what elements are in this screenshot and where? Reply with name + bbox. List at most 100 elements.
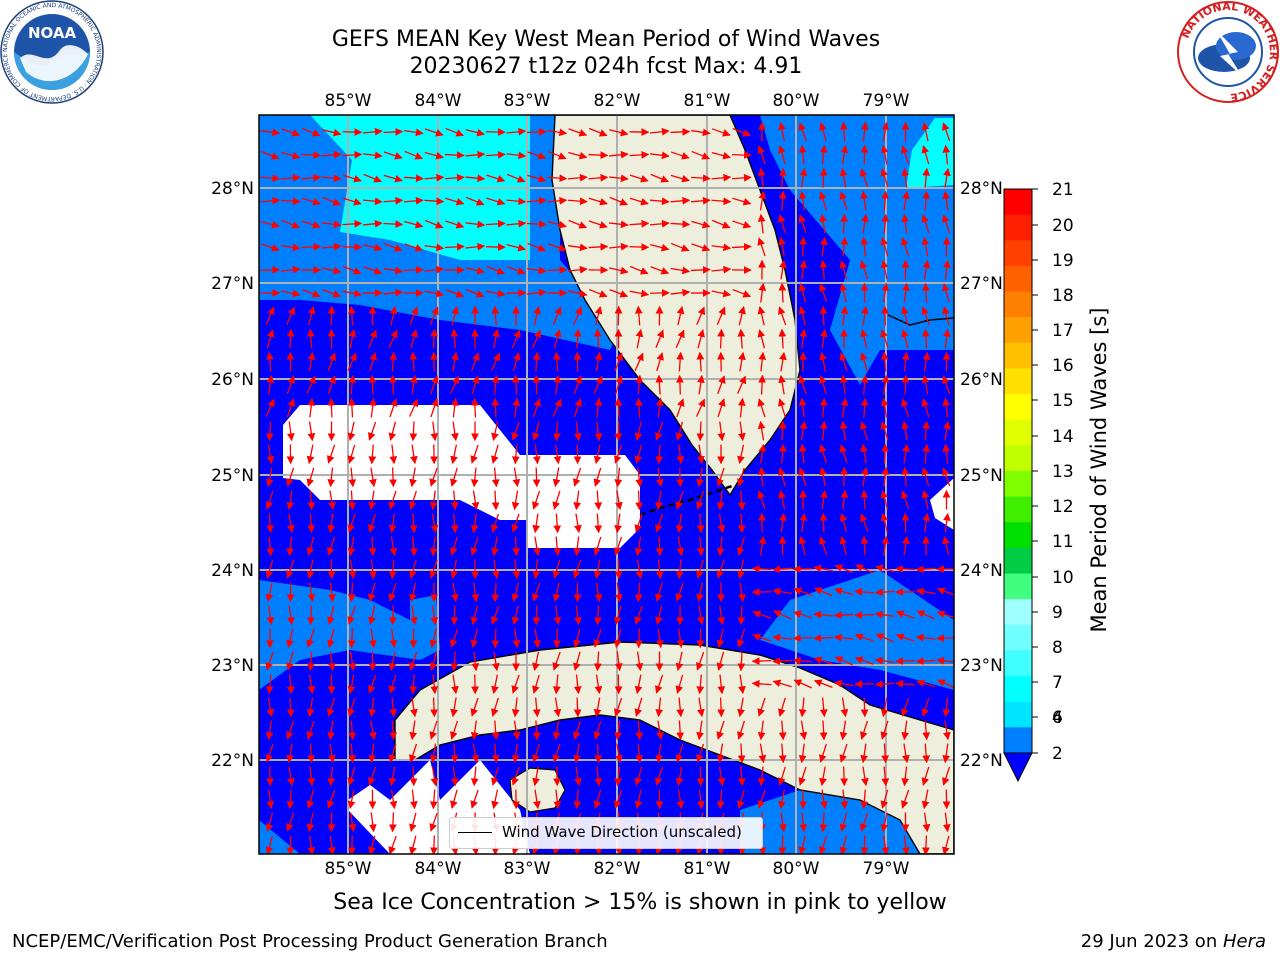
wind-wave-arrow <box>921 145 930 165</box>
wind-wave-arrow <box>860 236 869 257</box>
wind-wave-arrow <box>286 674 295 695</box>
wind-wave-arrow <box>818 536 828 556</box>
wind-wave-arrow <box>717 398 726 418</box>
wind-wave-arrow <box>512 467 521 488</box>
colorbar-tick-label: 2 <box>1052 744 1063 764</box>
wind-wave-arrow <box>553 697 562 718</box>
wind-wave-arrow <box>491 766 499 786</box>
wind-wave-arrow <box>280 265 301 274</box>
wind-wave-arrow <box>301 127 321 137</box>
wind-wave-arrow <box>281 289 301 298</box>
lon-label-bottom: 79°W <box>863 859 910 879</box>
wind-wave-arrow <box>322 128 342 137</box>
wind-wave-arrow <box>429 789 438 810</box>
wind-wave-arrow <box>922 351 931 372</box>
wind-wave-arrow <box>389 351 398 372</box>
wind-wave-arrow <box>751 588 772 596</box>
colorbar-segment <box>1004 547 1032 575</box>
wind-wave-arrow <box>696 789 705 810</box>
wind-wave-arrow <box>286 306 296 325</box>
wind-wave-arrow <box>465 128 485 137</box>
wind-wave-arrow <box>921 236 930 257</box>
wind-wave-arrow <box>731 151 752 159</box>
wind-wave-arrow <box>860 489 869 510</box>
wind-wave-arrow <box>280 173 301 182</box>
wind-wave-arrow <box>798 375 807 395</box>
arrow-legend: Wind Wave Direction (unscaled) <box>449 817 763 849</box>
wind-wave-arrow <box>649 197 670 206</box>
wind-wave-arrow <box>921 766 930 786</box>
wind-wave-arrow <box>854 587 875 596</box>
wind-wave-arrow <box>779 259 787 280</box>
wind-wave-arrow <box>388 513 397 534</box>
wind-wave-arrow <box>860 697 869 718</box>
wind-wave-arrow <box>260 128 281 137</box>
wind-wave-arrow <box>798 214 807 234</box>
wind-wave-arrow <box>594 397 603 418</box>
wind-wave-arrow <box>649 219 670 228</box>
wind-wave-arrow <box>901 213 910 234</box>
wind-wave-arrow <box>471 305 479 326</box>
wind-wave-arrow <box>451 306 459 326</box>
wind-wave-arrow <box>778 167 787 188</box>
wind-wave-arrow <box>813 679 833 689</box>
wind-wave-arrow <box>834 564 854 574</box>
wind-wave-arrow <box>265 743 274 763</box>
wind-wave-arrow <box>409 720 417 741</box>
wind-wave-arrow <box>404 243 424 252</box>
wind-wave-arrow <box>839 352 848 372</box>
wind-wave-arrow <box>322 266 342 275</box>
wind-wave-arrow <box>676 697 685 718</box>
wind-wave-arrow <box>778 420 787 441</box>
lat-label-right: 22°N <box>960 751 1003 771</box>
wind-wave-arrow <box>650 243 670 252</box>
wind-wave-arrow <box>942 214 951 234</box>
wind-wave-arrow <box>717 513 726 534</box>
colorbar-segment <box>1004 701 1032 728</box>
wind-wave-arrow <box>424 128 444 137</box>
wind-wave-arrow <box>368 835 376 854</box>
wind-wave-arrow <box>758 282 767 303</box>
wind-wave-arrow <box>901 490 910 510</box>
wind-wave-arrow <box>511 743 520 764</box>
wind-wave-arrow <box>738 351 746 372</box>
wind-wave-arrow <box>512 352 521 372</box>
wind-wave-arrow <box>656 720 664 741</box>
wind-wave-arrow <box>614 397 623 418</box>
wind-wave-arrow <box>757 766 766 787</box>
wind-wave-arrow <box>574 513 582 534</box>
wind-wave-arrow <box>347 582 356 603</box>
wind-wave-arrow <box>635 328 644 349</box>
wind-wave-arrow <box>532 513 540 534</box>
wind-wave-arrow <box>491 397 500 418</box>
wind-wave-arrow <box>347 697 356 717</box>
wind-wave-arrow <box>833 611 854 620</box>
wind-wave-arrow <box>491 374 500 395</box>
wind-wave-arrow <box>819 444 827 464</box>
wind-wave-arrow <box>388 743 397 763</box>
wind-wave-arrow <box>383 288 404 297</box>
lat-labels-right: 28°N 27°N 26°N 25°N 24°N 23°N 22°N <box>960 179 1003 771</box>
wind-wave-arrow <box>819 259 828 280</box>
wind-wave-arrow <box>936 587 954 596</box>
wind-wave-arrow <box>634 789 643 810</box>
wind-wave-arrow <box>492 651 500 672</box>
wind-wave-arrow <box>574 766 582 787</box>
wind-wave-arrow <box>470 766 479 787</box>
wind-wave-arrow <box>634 674 643 695</box>
wind-wave-arrow <box>465 174 486 183</box>
wind-wave-arrow <box>880 259 889 280</box>
wind-wave-arrow <box>266 789 275 810</box>
wind-wave-arrow <box>286 536 295 557</box>
wind-wave-arrow <box>552 720 561 741</box>
wind-wave-arrow <box>839 282 848 303</box>
lon-label-bottom: 83°W <box>504 859 551 879</box>
wind-wave-arrow <box>347 605 356 625</box>
wind-wave-arrow <box>634 697 643 717</box>
wind-wave-arrow <box>389 305 398 326</box>
wind-wave-arrow <box>655 628 664 649</box>
wind-wave-arrow <box>696 306 706 326</box>
wind-wave-arrow <box>757 720 766 741</box>
wind-wave-arrow <box>368 444 377 465</box>
wind-wave-arrow <box>347 421 356 442</box>
